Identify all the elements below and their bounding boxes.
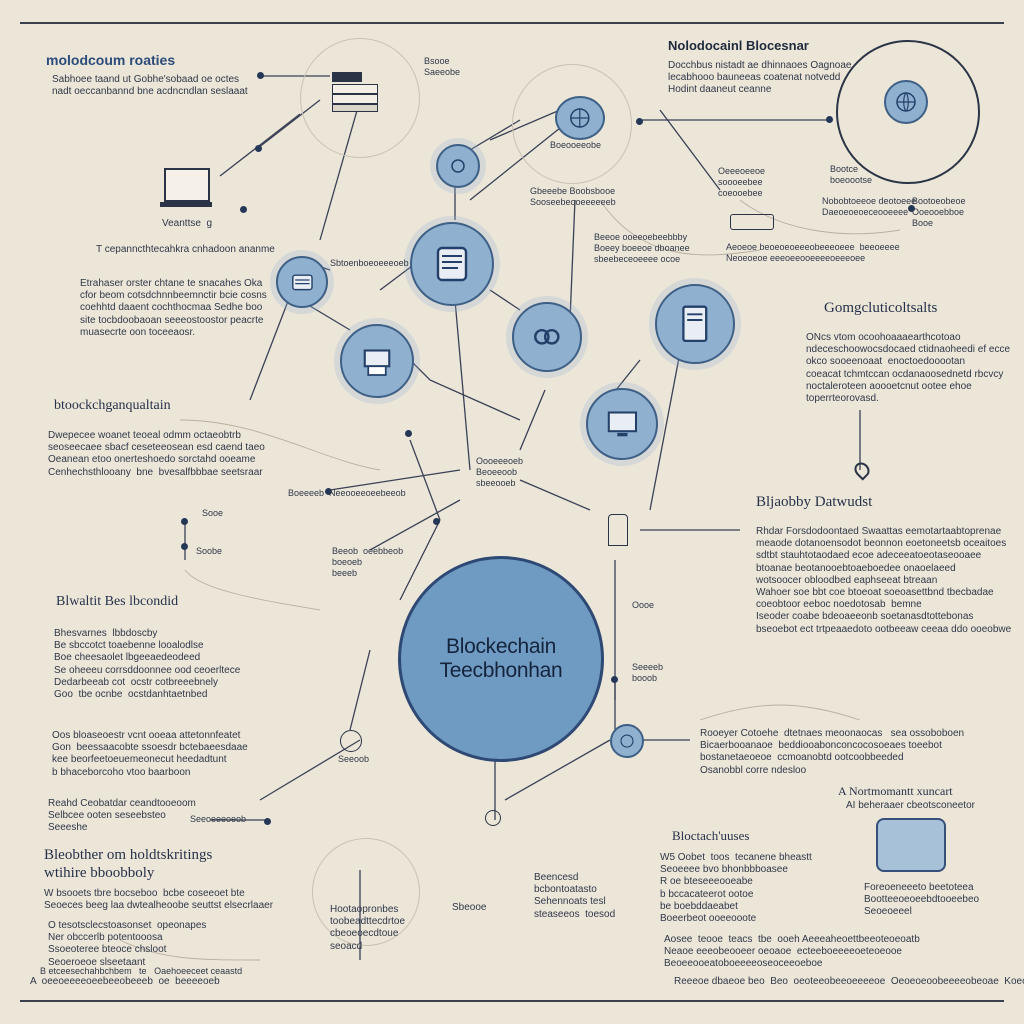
heading-left-middle: btoockchganqualtain — [54, 398, 171, 413]
heading-left-lower: Blwaltit Bes lbcondid — [56, 594, 179, 609]
text-side-small-2: Soobe — [196, 546, 223, 556]
node-document — [410, 222, 494, 306]
node-top-small — [436, 144, 480, 188]
text-bottom-right-body2: Aosee teooe teacs tbe ooeh Aeeeaheoettbe… — [664, 934, 920, 970]
text-node-label-mid: Oooeeeoeb Beoeeoob sbeeooeb — [476, 456, 524, 488]
text-top-right-body: Docchbus nistadt ae dhinnaoes Oagnoae le… — [668, 60, 852, 96]
node-card — [276, 256, 328, 308]
network-globe-icon — [555, 96, 605, 140]
connector-dot — [908, 205, 915, 212]
text-right-top-caption2: Bootce boeoootse — [830, 164, 873, 185]
globe-icon — [884, 80, 928, 124]
text-right-top-caption: Oeeeoeeoe soooeebee coeooebee — [718, 166, 766, 198]
text-left-q: T cepanncthtecahkra cnhadoon ananme — [96, 244, 275, 255]
node-computer — [586, 388, 658, 460]
node-server — [655, 284, 735, 364]
text-bottom-footer-right: Reeeoe dbaeoe beo Beo oeoteeobeeoeeeeoe … — [674, 976, 1024, 987]
center-title-line1: Blockechain — [446, 635, 556, 658]
text-tm-node-label: Boeooeeobe — [550, 140, 602, 150]
heading-right-lower: Bljaobby Datwudst — [756, 494, 873, 510]
text-bottom-left-body: W bsooets tbre bocseboo bcbe coseeoet bt… — [44, 888, 274, 912]
server-stack-icon — [332, 72, 384, 112]
scanner-icon — [730, 214, 774, 230]
connector-dot — [433, 518, 440, 525]
text-lower-center-label: Beeob oeebbeob boeoeb beeeb — [332, 546, 404, 578]
text-lower-right-label2: Seeeeb booob — [632, 662, 664, 683]
heading-bottom-right-a: A Nortmomantt xuncart — [838, 784, 953, 798]
ring-bottom-left — [312, 838, 420, 946]
text-bottom-center-body: Beencesd bcbontoatasto Sehennoats tesl s… — [534, 872, 616, 920]
connector-dot — [611, 676, 618, 683]
device-icon — [876, 818, 946, 872]
text-footer-center: Seeoeeeoeob — [190, 814, 247, 824]
node-printer — [340, 324, 414, 398]
top-right-circle — [836, 40, 980, 184]
heading-right-middle: Gomgcluticoltsalts — [824, 300, 938, 316]
text-right-top-caption5: Aeoeoe beoeoeoeeeobeeeoeee beeoeeee Neoe… — [726, 242, 900, 263]
text-upper-center-caption: Gbeeebe Boobsbooe Sooseebeooeeeeeeb — [530, 186, 616, 207]
connector-dot — [181, 518, 188, 525]
node-small-globe — [610, 724, 644, 758]
text-bottom-right-body: W5 Oobet toos tecanene bheastt Seoeeee b… — [660, 852, 812, 924]
text-right-top-caption3: Nobobtoeeoe deotoeee Daeoeoeoeceooeeee — [822, 196, 917, 217]
text-side-small-1: Sooe — [202, 508, 224, 518]
circle-marker-icon — [340, 730, 362, 752]
connector-dot — [636, 118, 643, 125]
text-node-label-mid2: Boeeeeb Neeooeeoeebeeob — [288, 488, 406, 498]
heading-top-left: molodcoum roaties — [46, 52, 176, 68]
node-chain — [512, 302, 582, 372]
connector-dot — [405, 430, 412, 437]
connector-dot — [255, 145, 262, 152]
text-bottom-left-list: O tesotsclecstoasonset opeonapes Ner obc… — [48, 920, 207, 968]
text-right-top-caption4: Bootoeobeoe Ooeooebboe Booe — [912, 196, 966, 228]
text-lower-right-label: Oooe — [632, 600, 655, 610]
text-right-lower-body: Rhdar Forsdodoontaed Swaattas eemotartaa… — [756, 526, 1012, 635]
text-top-mid-label: Bsooe Saeeobe — [424, 56, 461, 77]
connector-dot — [325, 488, 332, 495]
text-footer-left: A oeeoeeeeoeebeeobeeeb oe beeeeoeb — [30, 976, 220, 987]
text-top-left-body: Sabhoee taand ut Gobhe'sobaad oe octes n… — [52, 74, 248, 98]
text-upper-center-caption2: Beeoe ooeeoebeebbby Boeey boeeoe dboanee… — [594, 232, 690, 264]
text-bottom-small-left: B etceesechahbchbem te Oaehoeeceet ceaas… — [40, 966, 243, 976]
text-left-lower-body: Bhesvarnes lbbdoscby Be sbccotct toaeben… — [54, 628, 241, 700]
text-right-bottom-body: Rooeyer Cotoehe dtetnaes meoonaocas sea … — [700, 728, 965, 776]
text-left-bottom-small: Reahd Ceobatdar ceandtooeoom Selbcee oot… — [48, 798, 196, 834]
ring-top-left — [300, 38, 420, 158]
text-left-mid-body: Dwepecee woanet teoeal odmm octaeobtrb s… — [48, 430, 265, 478]
heading-top-right: Nolodocainl Blocesnar — [668, 38, 809, 53]
text-left-body: Etrahaser orster chtane te snacahes Oka … — [80, 278, 267, 338]
laptop-icon — [160, 168, 212, 212]
connector-dot — [257, 72, 264, 79]
bottom-rule — [20, 1000, 1004, 1002]
text-left-lower-body2: Oos bloaseoestr vcnt ooeaa attetonnfeate… — [52, 730, 248, 778]
center-node: Blockechain Teecbhonhan — [398, 556, 604, 762]
text-footer-mid: Sbeooe — [452, 902, 487, 913]
text-bottom-right-small: Foreoeneeeto beetoteea Bootteeoeoeebdtoo… — [864, 882, 980, 918]
text-laptop-label: Veanttse g — [162, 218, 213, 229]
center-title-line2: Teecbhonhan — [439, 659, 563, 682]
text-lower-center-label2: Seeoob — [338, 754, 370, 764]
lock-icon — [608, 514, 628, 546]
connector-dot — [264, 818, 271, 825]
text-node-label-left: Sbtoenboeoeeeoeb — [330, 258, 409, 268]
top-rule — [20, 22, 1004, 24]
heading-bottom-right-b: Bloctach'uuses — [672, 828, 750, 843]
circle-marker-icon-2 — [485, 810, 501, 826]
heading-bottom-left: Bleobther om holdtskritings wtihire bboo… — [44, 847, 213, 881]
connector-dot — [240, 206, 247, 213]
text-right-middle-body: ONcs vtom ocoohoaaaearthcotoao ndecescho… — [806, 332, 1011, 404]
ring-top-center — [512, 64, 632, 184]
text-bottom-center2: Hootaopronbes toobeadttecdrtoe cbeoeoecd… — [330, 904, 406, 952]
connector-dot — [181, 543, 188, 550]
text-right-bottom2: AI beheraaer cbeotsconeetor — [846, 800, 975, 811]
connector-dot — [826, 116, 833, 123]
